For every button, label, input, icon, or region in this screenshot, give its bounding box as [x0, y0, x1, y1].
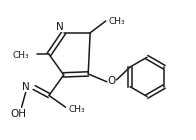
- Text: OH: OH: [11, 109, 27, 119]
- Text: N: N: [22, 82, 29, 92]
- Text: CH₃: CH₃: [69, 105, 85, 114]
- Text: O: O: [108, 76, 116, 86]
- Text: CH₃: CH₃: [109, 17, 125, 25]
- Text: N: N: [56, 22, 64, 32]
- Text: CH₃: CH₃: [13, 51, 29, 60]
